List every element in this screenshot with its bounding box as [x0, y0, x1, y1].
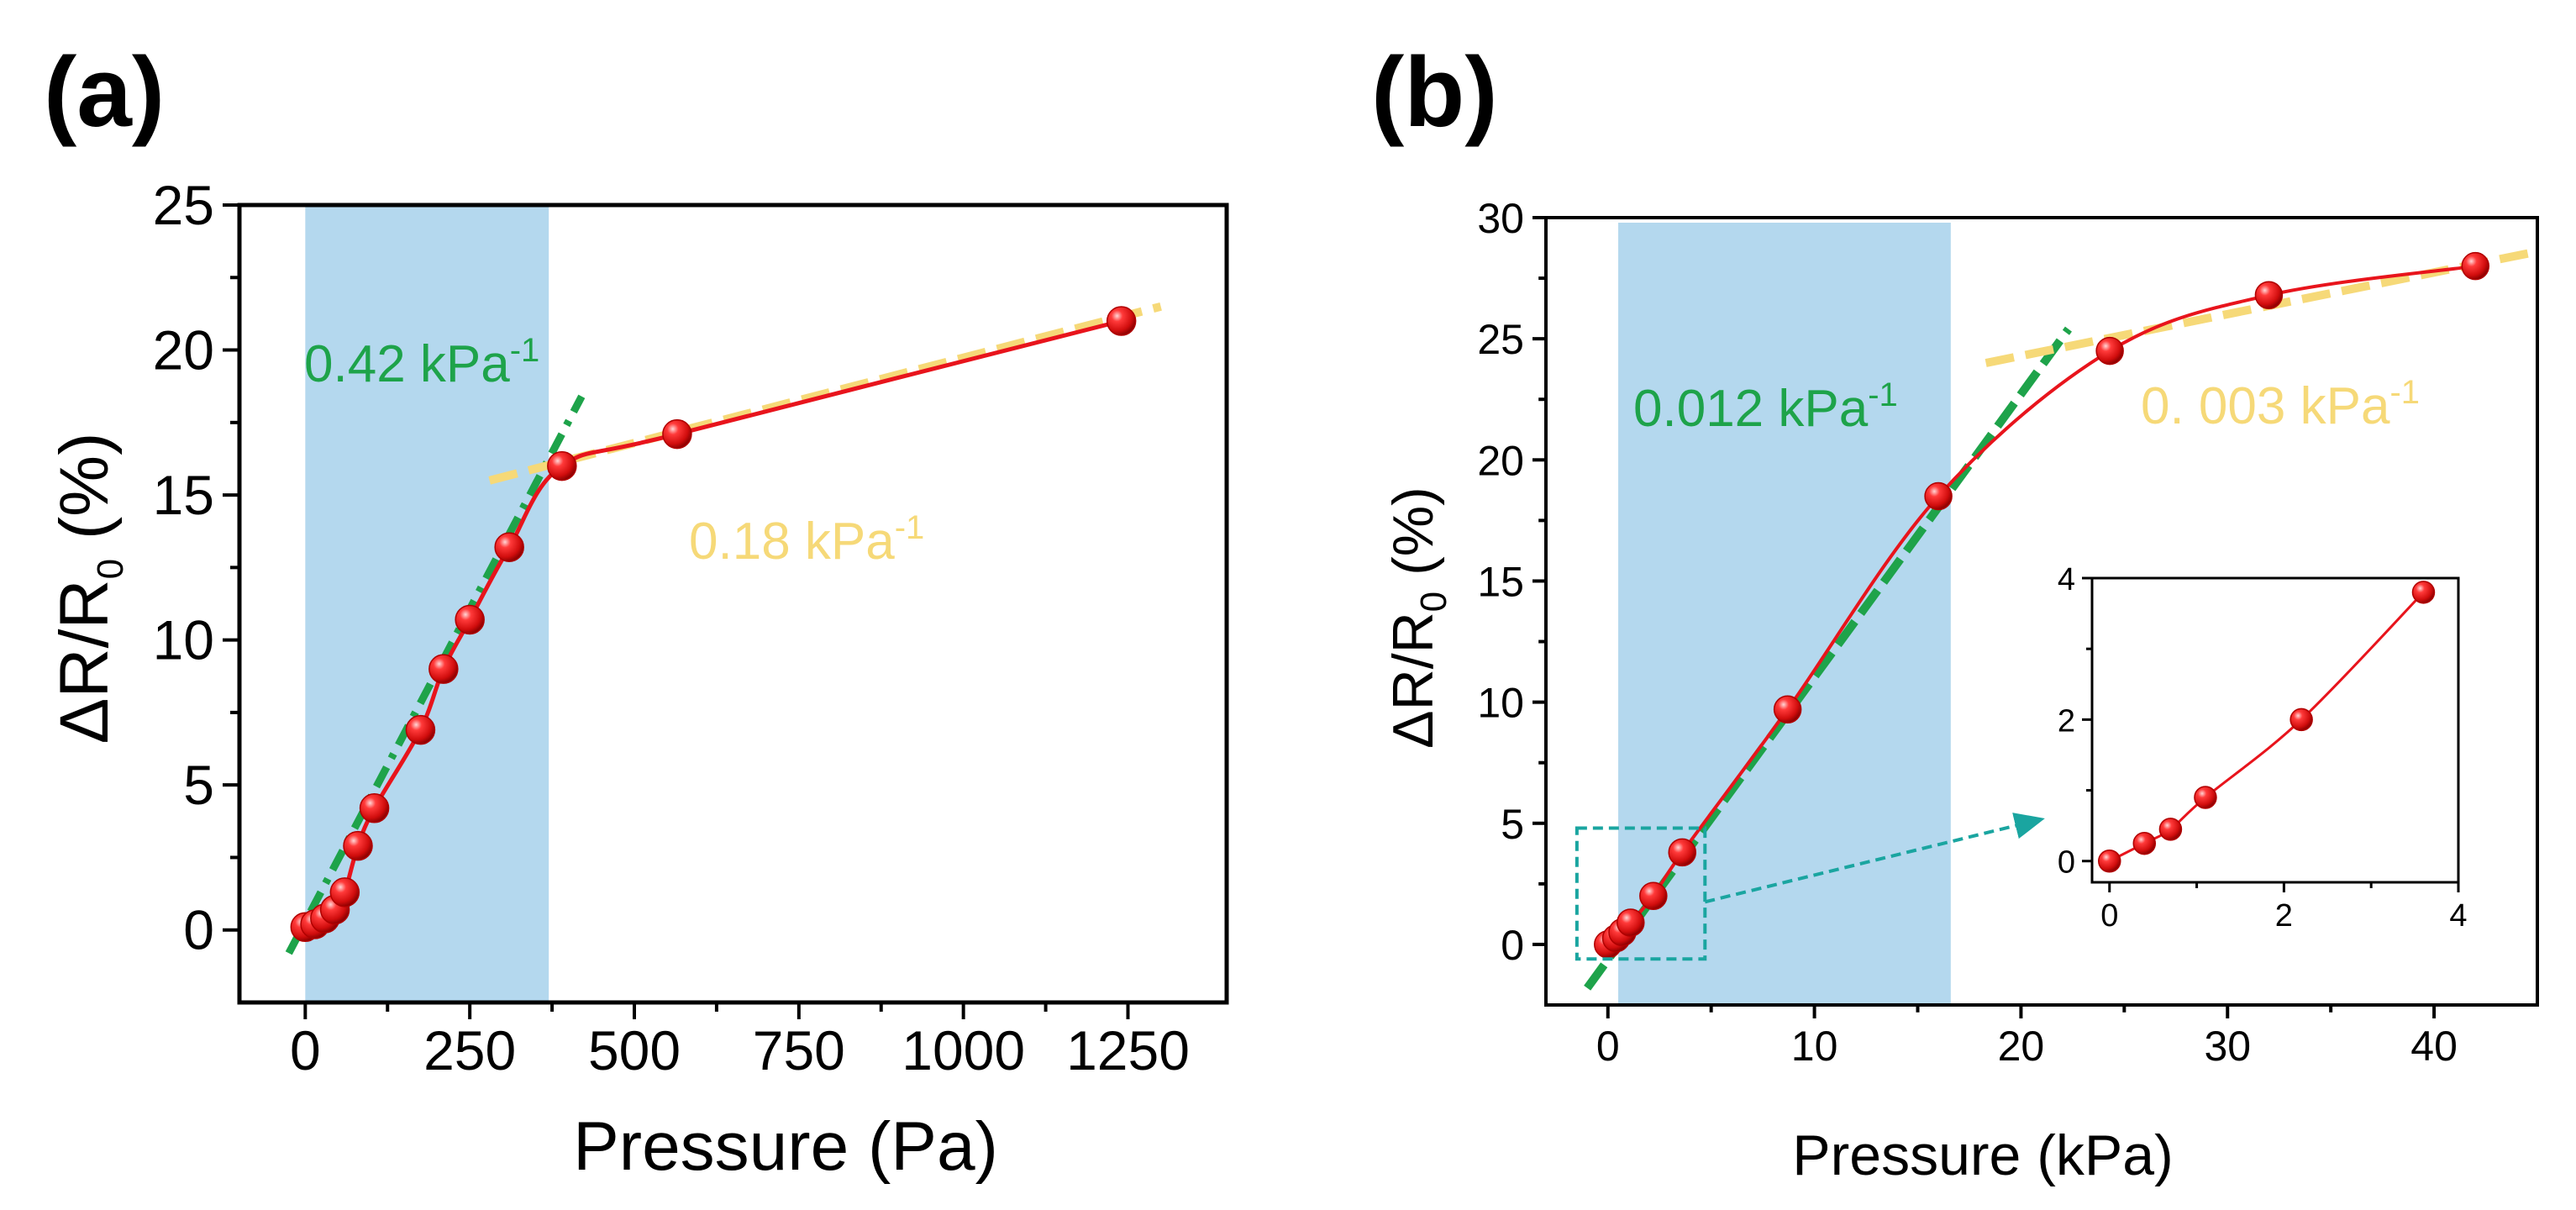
inset-y-tick-label: 4: [2058, 562, 2075, 597]
panel-b-slope-annotation-low: 0.012 kPa-1: [1633, 376, 1898, 438]
a-y-tick-label: 10: [153, 609, 214, 671]
inset-data-point: [2158, 818, 2183, 841]
data-point: [1106, 306, 1137, 336]
panel-b-zoom-box: [1575, 826, 1707, 961]
data-point: [662, 418, 692, 450]
b-y-tick-label: 30: [1477, 195, 1524, 242]
inset-frame: [2090, 576, 2460, 884]
a-y-tick-label: 25: [153, 174, 214, 236]
panel-b-ticks: [1532, 216, 2437, 1018]
panel-a-x-tick-labels: 0 250 500 750 1000 1250: [290, 1019, 1190, 1081]
b-y-tick-label: 15: [1477, 558, 1524, 605]
inset-y-tick-labels: 0 2 4: [2058, 562, 2075, 881]
panel-b-y-tick-labels: 0 5 10 15 20 25 30: [1477, 195, 1524, 969]
data-point: [2461, 251, 2489, 281]
panel-b-y-axis-title: ΔR/R0 (%): [1381, 487, 1454, 749]
panel-a-fit-line-high: [488, 302, 1162, 485]
b-y-tick-label: 25: [1477, 316, 1524, 363]
data-point: [2254, 281, 2284, 310]
b-y-tick-label: 0: [1501, 922, 1524, 969]
panel-a-ticks: [223, 203, 1130, 1019]
panel-b-label: (b): [1371, 37, 1498, 148]
panel-a-x-axis-title: Pressure (Pa): [573, 1108, 998, 1185]
panel-b-shaded-region: [1618, 223, 1951, 1005]
panel-b-x-axis-title: Pressure (kPa): [1792, 1123, 2173, 1187]
b-x-tick-label: 0: [1596, 1023, 1620, 1070]
panel-b-x-tick-labels: 0 10 20 30 40: [1596, 1023, 2458, 1070]
data-point: [1773, 695, 1802, 724]
data-point: [343, 830, 373, 861]
panel-b-zoom-arrow: [1704, 813, 2045, 904]
a-y-tick-label: 0: [183, 899, 214, 961]
panel-a-y-tick-labels: 0 5 10 15 20 25: [153, 174, 214, 961]
panel-a-label: (a): [44, 37, 165, 148]
inset-data-point: [2132, 831, 2157, 855]
panel-b-slope-annotation-high: 0. 003 kPa-1: [2141, 374, 2420, 435]
b-x-tick-label: 20: [1998, 1023, 2045, 1070]
data-point: [1668, 838, 1696, 867]
data-point: [494, 532, 524, 562]
panel-b-data-points: [1594, 251, 2489, 959]
b-x-tick-label: 10: [1791, 1023, 1838, 1070]
a-x-tick-label: 0: [290, 1019, 321, 1081]
a-y-tick-label: 5: [183, 754, 214, 816]
panel-b-fit-line-low: [1584, 326, 2072, 991]
inset-data-point: [2098, 849, 2121, 873]
data-point: [547, 450, 577, 481]
data-point: [1639, 881, 1668, 911]
panel-a-data-points: [290, 306, 1137, 943]
inset-y-tick-label: 2: [2058, 703, 2075, 739]
a-x-tick-label: 1250: [1066, 1019, 1190, 1081]
a-x-tick-label: 500: [588, 1019, 681, 1081]
inset-x-tick-label: 0: [2100, 898, 2118, 934]
inset-data-points: [2098, 581, 2436, 873]
b-y-tick-label: 10: [1477, 680, 1524, 727]
inset-data-point: [2194, 786, 2217, 809]
data-point: [455, 604, 485, 635]
inset-y-tick-label: 0: [2058, 845, 2075, 881]
inset-x-tick-label: 4: [2449, 898, 2467, 934]
inset-background: [2092, 578, 2458, 882]
a-y-tick-label: 20: [153, 319, 214, 381]
data-point: [329, 877, 360, 908]
panel-a-plot-frame: [237, 203, 1229, 1005]
data-point: [405, 714, 436, 745]
b-y-tick-label: 20: [1477, 437, 1524, 484]
panel-a: (a) 0 250 500 750 1000 1250 0 5 10 15 20 25 Pressu…: [44, 37, 1229, 1185]
b-x-tick-label: 30: [2204, 1023, 2251, 1070]
panel-a-shaded-region: [305, 205, 549, 1002]
a-y-tick-label: 15: [153, 464, 214, 526]
inset-data-point: [2289, 708, 2313, 732]
data-point: [1924, 481, 1953, 511]
data-point: [2095, 336, 2124, 366]
panel-a-slope-annotation-high: 0.18 kPa-1: [689, 509, 924, 571]
b-x-tick-label: 40: [2410, 1023, 2458, 1070]
inset-data-point: [2411, 581, 2436, 604]
a-x-tick-label: 250: [423, 1019, 516, 1081]
inset-x-tick-labels: 0 2 4: [2100, 898, 2467, 934]
panel-a-slope-annotation-low: 0.42 kPa-1: [304, 332, 539, 393]
panel-b-inset: 0 2 4 0 2 4: [2058, 562, 2468, 934]
a-x-tick-label: 1000: [902, 1019, 1025, 1081]
panel-a-y-axis-title: ΔR/R0 (%): [46, 433, 131, 744]
b-y-tick-label: 5: [1501, 801, 1524, 848]
data-point: [359, 793, 390, 823]
inset-x-tick-label: 2: [2275, 898, 2293, 934]
a-x-tick-label: 750: [753, 1019, 845, 1081]
panel-b-plot-frame: [1544, 216, 2539, 1007]
data-point: [428, 654, 459, 684]
data-point: [1617, 908, 1645, 937]
